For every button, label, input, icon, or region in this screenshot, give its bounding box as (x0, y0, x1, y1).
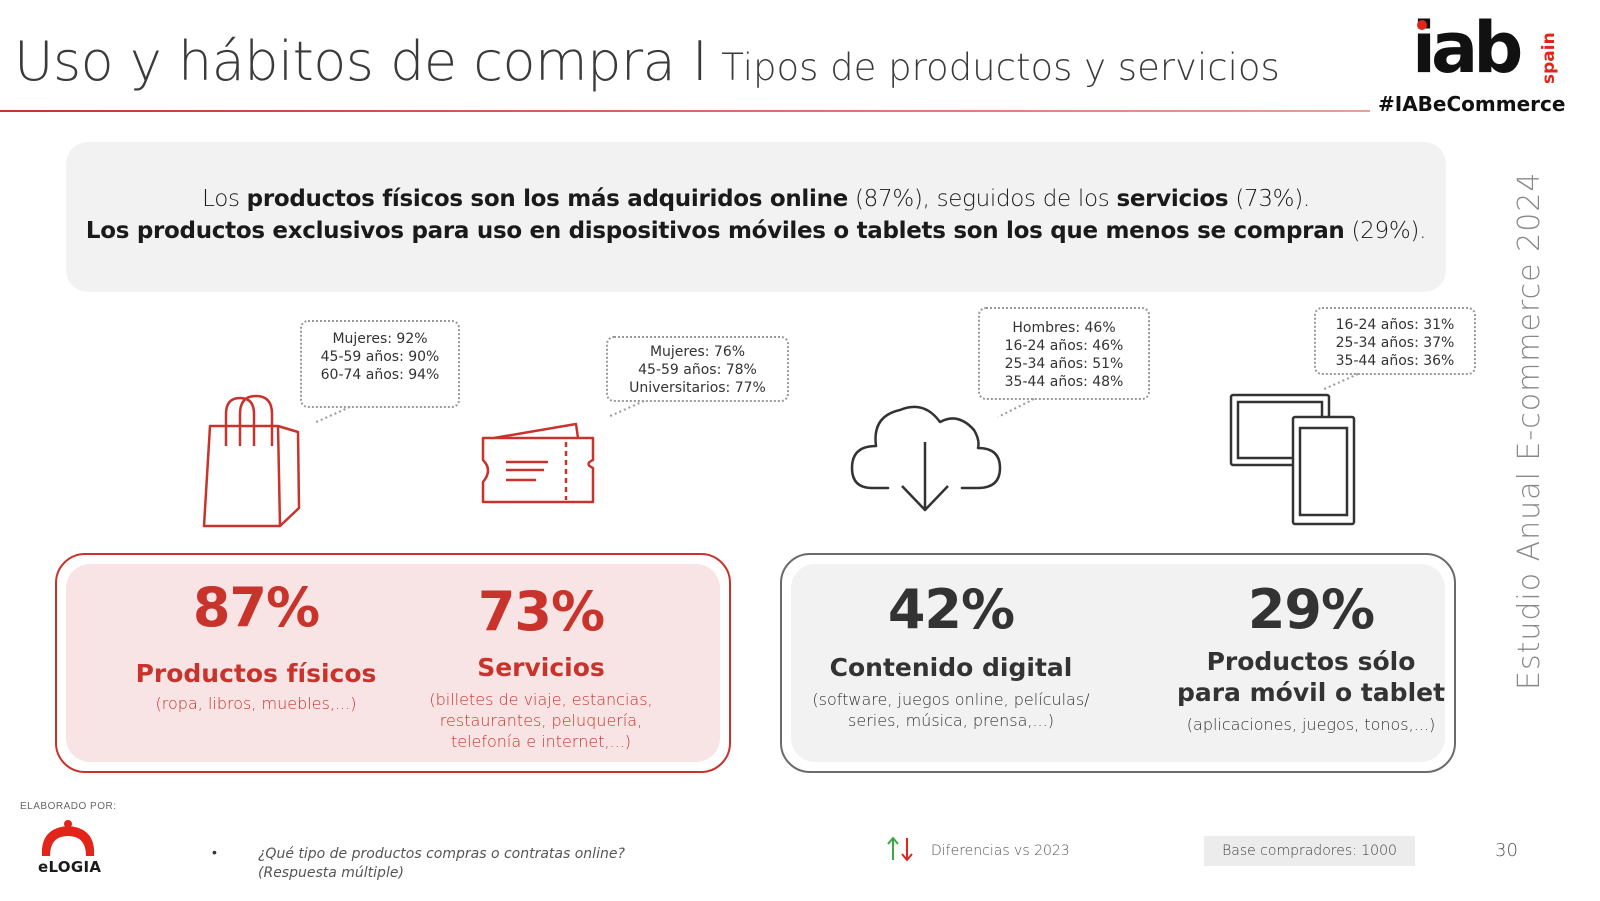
iab-logo-dot (1417, 20, 1427, 30)
stat-movil-tablet: 29% Productos sólo para móvil o tablet (… (1151, 580, 1471, 735)
stat-desc-line: (billetes de viaje, estancias, (429, 690, 653, 709)
page-number: 30 (1495, 840, 1518, 861)
page-subtitle: Tipos de productos y servicios (721, 46, 1280, 89)
elogia-wordmark: eLOGIA (38, 858, 102, 876)
stat-value: 42% (887, 578, 1015, 641)
stat-desc: (ropa, libros, muebles,...) (155, 694, 357, 713)
bubble-tail (1321, 373, 1359, 391)
base-badge: Base compradores: 1000 (1204, 836, 1415, 866)
title-underline (0, 110, 1370, 112)
iab-spain-suffix: spain (1539, 32, 1559, 84)
survey-question: ¿Qué tipo de productos compras o contrat… (258, 846, 625, 881)
up-down-arrows-icon (887, 836, 913, 862)
elaborado-label: ELABORADO POR: (20, 801, 117, 812)
stat-desc-line: series, música, prensa,...) (848, 711, 1054, 730)
stat-value: 29% (1247, 578, 1375, 641)
bubble-servicios: Mujeres: 76% 45-59 años: 78% Universitario… (606, 336, 789, 402)
physical-services-card: 87% Productos físicos (ropa, libros, mue… (55, 553, 731, 773)
stat-desc-line: restaurantes, peluquería, (439, 711, 643, 730)
stat-servicios: 73% Servicios (billetes de viaje, estanc… (381, 582, 701, 752)
stat-desc-line: telefonía e internet,...) (450, 732, 632, 751)
stat-label: Productos físicos (135, 659, 377, 688)
bubble-contenido-digital: Hombres: 46% 16-24 años: 46% 25-34 años: 5… (978, 307, 1150, 400)
bullet-mark: • (212, 844, 217, 860)
iab-logo: iab spain (1412, 8, 1562, 92)
page-title-row: Uso y hábitos de compra I Tipos de produc… (14, 30, 1280, 93)
iab-wordmark: iab (1412, 7, 1523, 89)
digital-mobile-card-inner: 42% Contenido digital (software, juegos … (791, 564, 1445, 762)
svg-text:spain: spain (1539, 32, 1559, 84)
study-side-label: Estudio Anual E-commerce 2024 (1512, 171, 1547, 690)
stat-value: 87% (192, 576, 320, 639)
ticket-icon (481, 422, 595, 504)
stat-contenido-digital: 42% Contenido digital (software, juegos … (791, 580, 1111, 731)
bubble-movil-tablet: 16-24 años: 31% 25-34 años: 37% 35-44 años… (1314, 307, 1476, 375)
physical-services-card-inner: 87% Productos físicos (ropa, libros, mue… (66, 564, 720, 762)
bubble-tail (607, 400, 645, 418)
stat-desc-line: (software, juegos online, películas/ (812, 690, 1090, 709)
stat-label: Servicios (477, 653, 605, 682)
bubble-tail (997, 398, 1035, 418)
elogia-logo (41, 820, 95, 856)
summary-line-1: Los productos físicos son los más adquir… (202, 186, 1310, 212)
stat-value: 73% (477, 580, 605, 643)
bubble-productos-fisicos: Mujeres: 92% 45-59 años: 90% 60-74 años: 9… (300, 320, 460, 408)
summary-box: Los productos físicos son los más adquir… (66, 142, 1446, 292)
stat-label-line: para móvil o tablet (1176, 678, 1446, 707)
stat-label: Contenido digital (829, 653, 1073, 682)
stat-productos-fisicos: 87% Productos físicos (ropa, libros, mue… (96, 578, 416, 714)
stat-label-line: Productos sólo (1206, 647, 1416, 676)
stat-desc: (aplicaciones, juegos, tonos,...) (1186, 715, 1436, 734)
page-title: Uso y hábitos de compra I (14, 30, 708, 93)
shopping-bag-icon (202, 394, 301, 528)
diff-legend: Diferencias vs 2023 (931, 843, 1070, 859)
devices-icon (1229, 393, 1356, 526)
bubble-tail (313, 406, 351, 424)
digital-mobile-card: 42% Contenido digital (software, juegos … (780, 553, 1456, 773)
hashtag: #IABeCommerce (1378, 92, 1566, 116)
summary-line-2: Los productos exclusivos para uso en dis… (85, 218, 1427, 244)
cloud-download-icon (850, 405, 1002, 512)
